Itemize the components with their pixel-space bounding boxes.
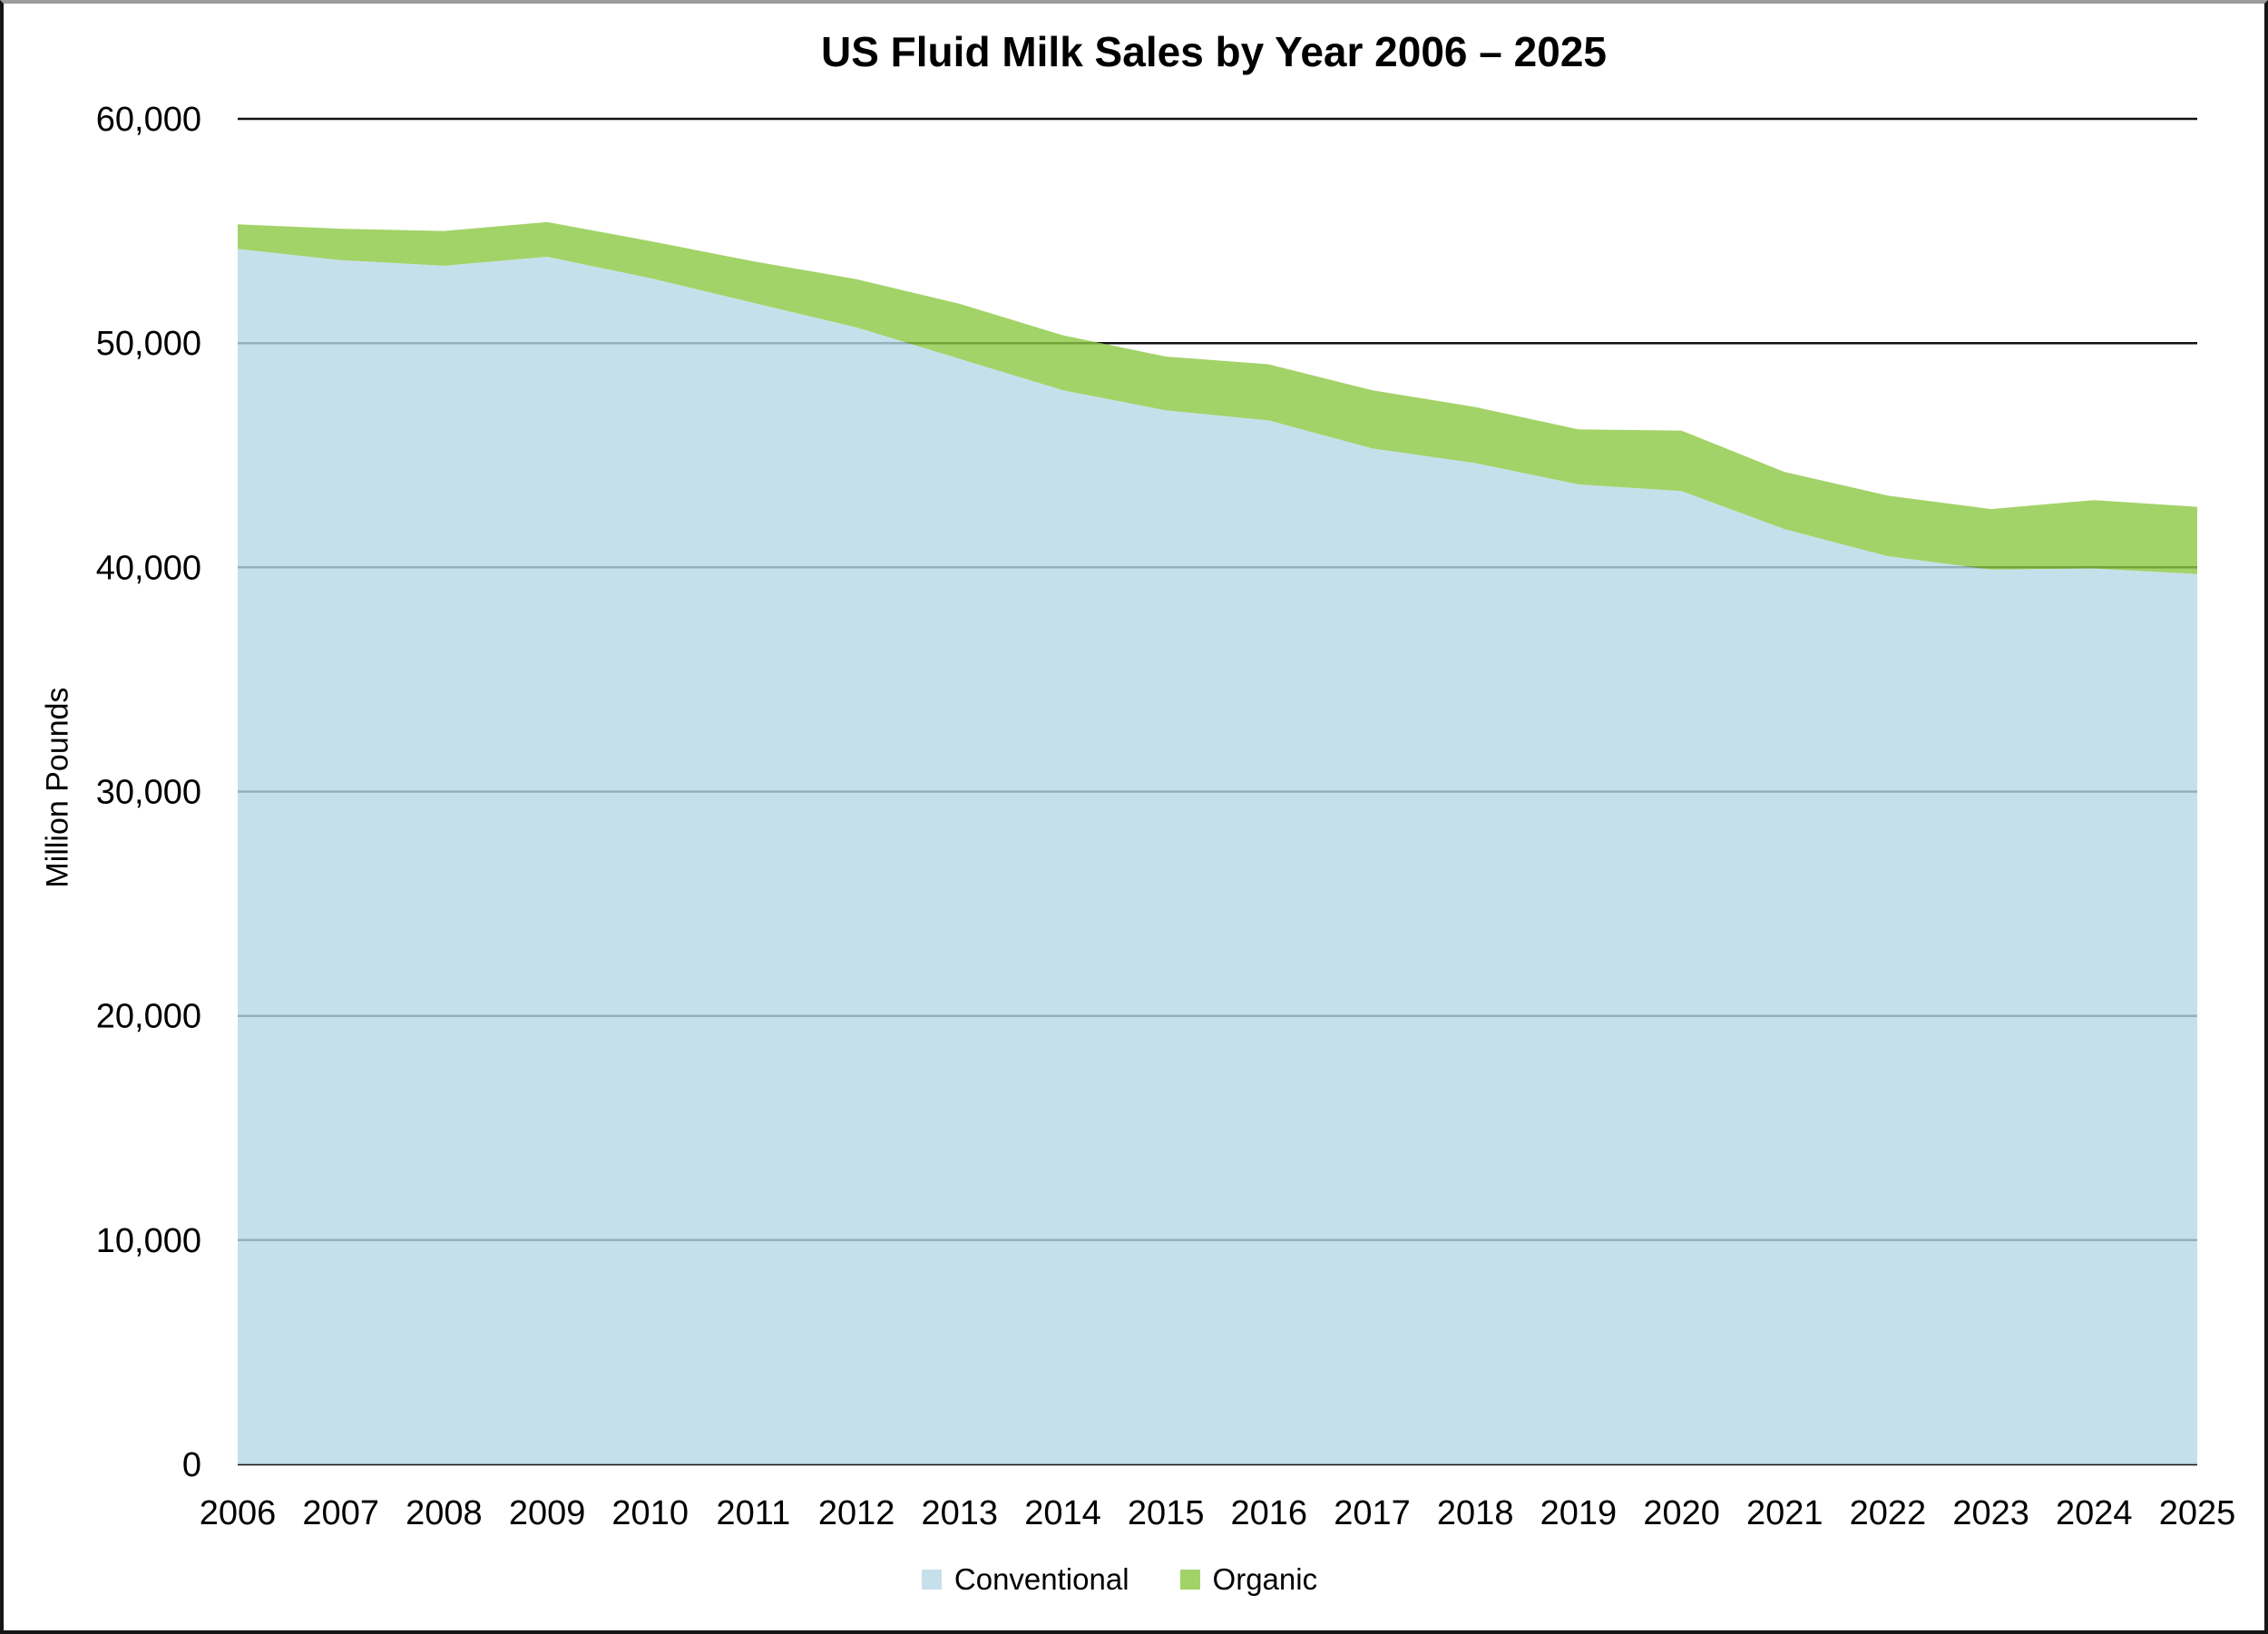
organic-area (238, 221, 2197, 574)
x-tick-label: 2020 (1643, 1494, 1720, 1532)
x-tick-label: 2015 (1128, 1494, 1205, 1532)
chart-title: US Fluid Milk Sales by Year 2006 – 2025 (821, 28, 1607, 75)
y-tick-label: 60,000 (96, 101, 201, 139)
x-tick-label: 2022 (1850, 1494, 1927, 1532)
y-axis-title: Million Pounds (40, 687, 75, 888)
conventional-area (238, 249, 2197, 1464)
x-tick-label: 2013 (922, 1494, 999, 1532)
x-tick-label: 2011 (717, 1494, 791, 1532)
plot-area: 0 10,000 20,000 30,000 40,000 50,000 60,000 200… (96, 101, 2236, 1532)
x-tick-label: 2009 (509, 1494, 586, 1532)
y-tick-label: 0 (182, 1446, 201, 1484)
legend-label-conventional: Conventional (953, 1562, 1129, 1596)
x-tick-label: 2019 (1540, 1494, 1618, 1532)
y-tick-label: 30,000 (96, 774, 201, 812)
x-tick-label: 2012 (818, 1494, 895, 1532)
x-tick-label: 2008 (406, 1494, 483, 1532)
legend-label-organic: Organic (1212, 1562, 1318, 1596)
x-tick-label: 2024 (2056, 1494, 2133, 1532)
legend: Conventional Organic (4, 1562, 2235, 1597)
x-tick-label: 2021 (1746, 1494, 1823, 1532)
x-tick-label: 2018 (1437, 1494, 1514, 1532)
y-tick-label: 40,000 (96, 549, 201, 587)
x-tick-label: 2014 (1024, 1494, 1101, 1532)
legend-item-organic: Organic (1179, 1562, 1318, 1597)
y-tick-label: 10,000 (96, 1222, 201, 1260)
organic-swatch-icon (1179, 1570, 1200, 1590)
x-tick-label: 2006 (200, 1494, 277, 1532)
x-tick-label: 2025 (2159, 1494, 2236, 1532)
x-tick-label: 2017 (1334, 1494, 1411, 1532)
conventional-swatch-icon (921, 1570, 942, 1590)
x-tick-label: 2016 (1231, 1494, 1308, 1532)
x-tick-label: 2023 (1952, 1494, 2029, 1532)
y-tick-label: 20,000 (96, 998, 201, 1036)
legend-item-conventional: Conventional (921, 1562, 1129, 1597)
x-tick-label: 2010 (611, 1494, 689, 1532)
y-tick-label: 50,000 (96, 325, 201, 363)
x-tick-label: 2007 (302, 1494, 379, 1532)
